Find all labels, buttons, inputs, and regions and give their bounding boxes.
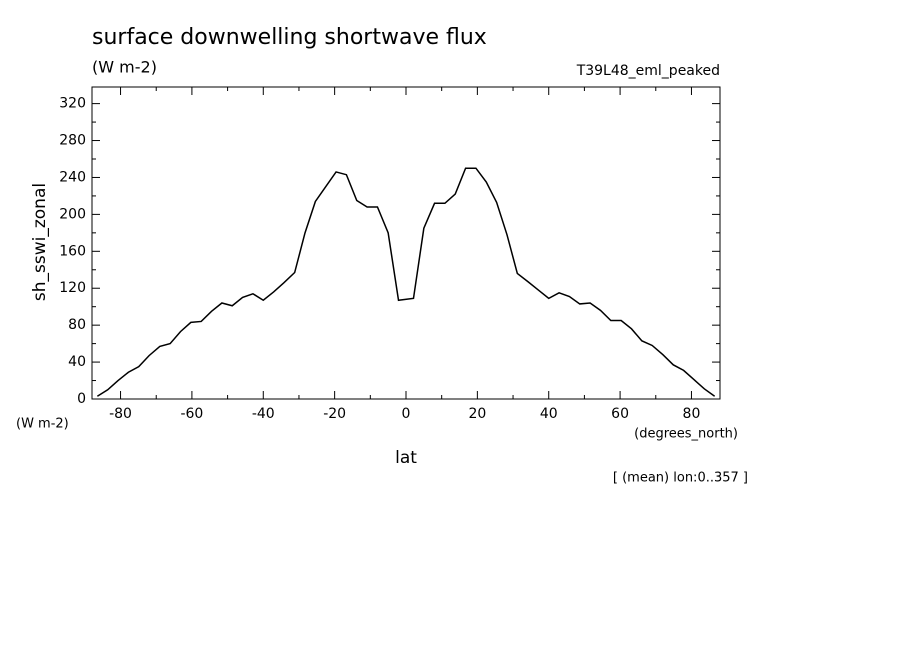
x-tick-label: 20 [468,406,486,422]
y-tick-label: 240 [59,169,86,185]
x-axis-label: lat [395,448,417,468]
x-tick-label: -80 [109,406,132,422]
data-line [96,167,716,397]
y-tick-label: 280 [59,133,86,149]
footnote: [ (mean) lon:0..357 ] [613,471,748,486]
y-tick-label: 120 [59,280,86,296]
y-tick-label: 80 [68,317,86,333]
x-tick-label: -60 [180,406,203,422]
x-tick-label: 60 [611,406,629,422]
annotation: T39L48_eml_peaked [576,63,720,79]
x-units: (degrees_north) [634,427,738,442]
y-tick-label: 200 [59,206,86,222]
y-tick-label: 160 [59,243,86,259]
x-tick-label: 0 [402,406,411,422]
y-tick-label: 320 [59,96,86,112]
x-tick-label: -20 [323,406,346,422]
chart-title: surface downwelling shortwave flux [92,25,487,50]
y-tick-label: 40 [68,354,86,370]
x-tick-label: 80 [683,406,701,422]
x-tick-label: 40 [540,406,558,422]
subtitle: (W m-2) [92,58,157,77]
plot-frame [91,86,721,400]
y-axis-label: sh_sswi_zonal [30,183,50,301]
x-tick-label: -40 [252,406,275,422]
y-tick-label: 0 [77,391,86,407]
y-units: (W m-2) [16,417,69,432]
